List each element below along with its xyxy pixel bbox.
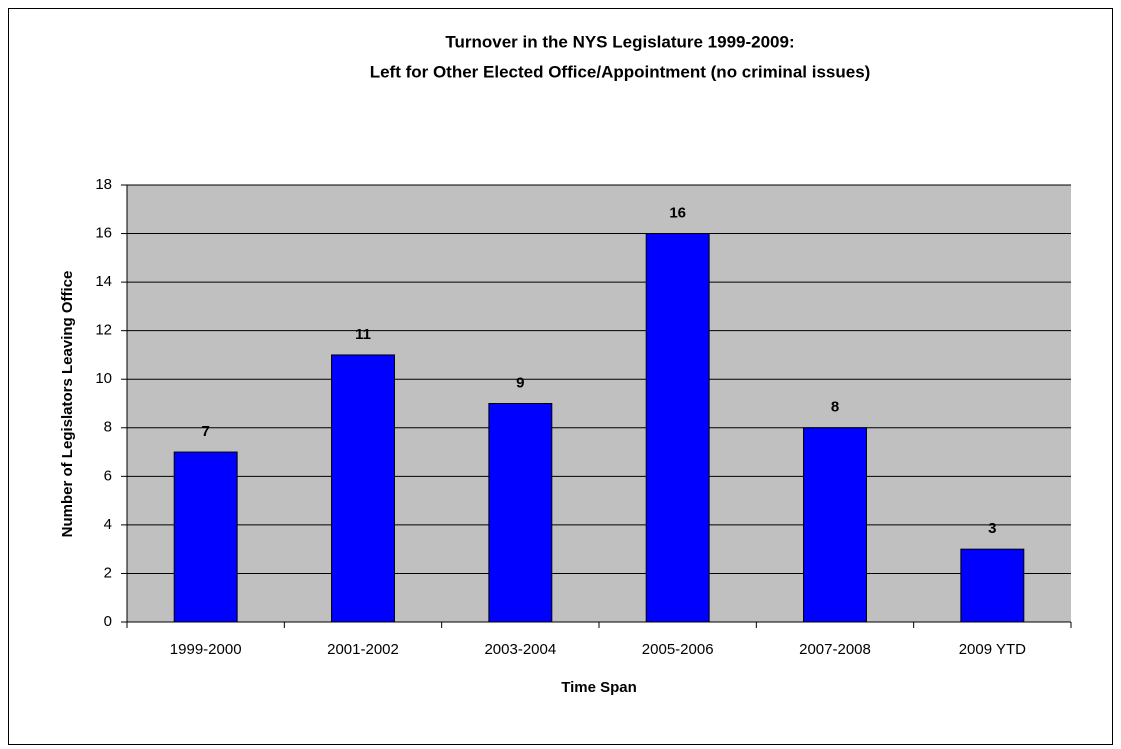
- bar: [960, 548, 1025, 623]
- x-tick-label: 2003-2004: [484, 641, 556, 658]
- x-tick-label: 1999-2000: [170, 641, 242, 658]
- plot-area: [127, 185, 1071, 622]
- x-tick-label: 2005-2006: [642, 641, 714, 658]
- y-tick-label: 18: [95, 176, 112, 193]
- x-axis-label: Time Span: [561, 679, 637, 696]
- data-label: 3: [988, 520, 996, 537]
- bar: [803, 427, 867, 623]
- x-tick-label: 2001-2002: [327, 641, 399, 658]
- bar: [331, 354, 395, 623]
- data-label: 8: [831, 399, 839, 416]
- chart-title: Left for Other Elected Office/Appointmen…: [370, 62, 871, 81]
- y-tick-label: 10: [95, 370, 112, 387]
- x-tick-label: 2009 YTD: [959, 641, 1026, 658]
- bar: [645, 233, 710, 623]
- data-label: 7: [201, 423, 209, 440]
- y-tick-label: 6: [104, 467, 112, 484]
- data-label: 11: [355, 326, 371, 343]
- y-tick-label: 2: [104, 564, 112, 581]
- bar: [488, 403, 553, 623]
- data-label: 9: [516, 374, 524, 391]
- bar: [173, 451, 238, 623]
- y-tick-label: 8: [104, 419, 112, 436]
- chart-title: Turnover in the NYS Legislature 1999-200…: [445, 32, 794, 51]
- y-tick-label: 16: [95, 225, 112, 242]
- y-tick-label: 14: [95, 273, 112, 290]
- y-axis-label: Number of Legislators Leaving Office: [59, 271, 76, 538]
- y-tick-label: 12: [95, 322, 112, 339]
- x-tick-label: 2007-2008: [799, 641, 871, 658]
- y-tick-label: 0: [104, 613, 112, 630]
- y-tick-label: 4: [104, 516, 112, 533]
- data-label: 16: [669, 205, 686, 222]
